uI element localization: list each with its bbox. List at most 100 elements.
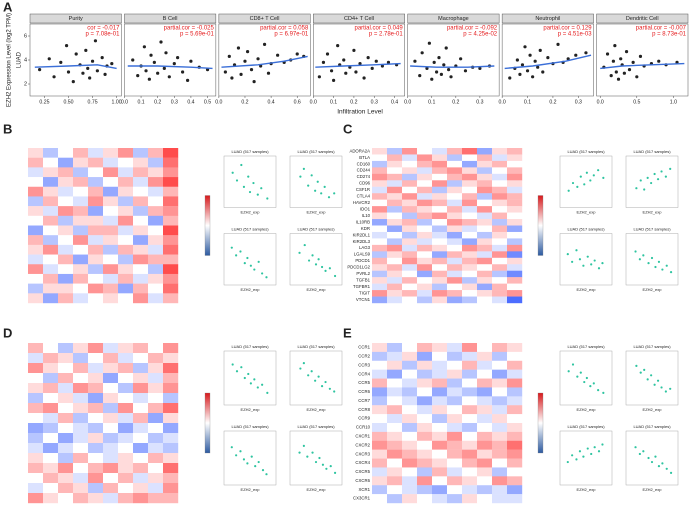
heat-cell [507, 387, 523, 397]
thumb-point [328, 387, 331, 390]
heat-cell [462, 180, 478, 187]
heat-cell [387, 431, 403, 441]
data-point [614, 70, 618, 74]
heat-cell [148, 383, 164, 394]
heat-cell [492, 154, 508, 162]
thumb-point [634, 250, 637, 253]
heat-cell [372, 405, 388, 415]
heat-cell [507, 251, 523, 258]
heat-cell [462, 264, 478, 271]
x-tick-label: 0.4 [391, 99, 398, 105]
heat-cell [118, 157, 134, 168]
thumb-point [257, 260, 260, 263]
thumb-title: LUAD (517 samples) [633, 344, 671, 349]
heat-cell [103, 235, 119, 246]
data-point [447, 68, 451, 72]
thumb-point [661, 462, 664, 465]
heat-cell [73, 283, 89, 294]
thumb-point [665, 467, 668, 470]
heat-cell [43, 483, 59, 494]
heat-cell [28, 235, 44, 246]
heat-cell [432, 206, 448, 213]
heat-cell [88, 413, 104, 424]
heat-cell [43, 453, 59, 464]
panel-label: A [3, 0, 13, 14]
heat-cell [133, 463, 149, 474]
heat-cell [477, 160, 493, 168]
heat-cell [148, 463, 164, 474]
thumb-point [320, 385, 324, 388]
thumb-x-label: EZH2_exp [577, 487, 597, 492]
heat-cell [492, 160, 508, 168]
data-point [413, 59, 417, 63]
heat-cell [402, 405, 418, 415]
heat-cell [432, 431, 448, 441]
data-point [243, 59, 247, 63]
heat-cell [372, 360, 388, 370]
heat-cell [417, 154, 433, 162]
heat-cell [148, 403, 164, 414]
heat-cell [417, 251, 433, 258]
thumb-point [656, 178, 660, 181]
heat-cell [372, 449, 388, 459]
data-point [230, 76, 234, 80]
heat-cell [507, 283, 523, 291]
heat-cell [387, 476, 403, 486]
heat-cell [148, 363, 164, 374]
x-tick-label: 0.5 [204, 99, 211, 105]
heat-cell [43, 383, 59, 394]
thumb-point [635, 364, 638, 367]
heat-cell [417, 476, 433, 486]
row-label: VTCN1 [356, 297, 371, 302]
thumb-point [642, 254, 645, 257]
data-point [420, 51, 424, 55]
thumb-point [248, 190, 252, 194]
row-label: CXCR6 [355, 478, 370, 483]
row-label: IL10 [362, 213, 371, 218]
heat-cell [73, 483, 89, 494]
thumb-point [302, 362, 305, 365]
heat-cell [507, 206, 523, 213]
thumb-point [592, 174, 595, 177]
thumb-point [247, 372, 250, 376]
thumb-point [311, 451, 314, 454]
heat-cell [387, 343, 403, 353]
thumb-point [597, 169, 600, 172]
heat-cell [372, 494, 388, 504]
thumb-point [642, 450, 645, 453]
heat-cell [417, 458, 433, 468]
heat-cell [417, 405, 433, 415]
heat-cell [88, 393, 104, 404]
data-point [627, 68, 632, 72]
thumb-point [643, 188, 646, 191]
heat-cell [387, 257, 403, 265]
heat-cell [103, 215, 119, 226]
row-label: PVRL2 [356, 271, 370, 276]
heat-cell [148, 283, 164, 294]
heat-cell [447, 264, 463, 271]
heat-cell [492, 173, 508, 181]
heat-cell [402, 467, 418, 477]
heat-cell [477, 360, 493, 370]
heat-cell [492, 167, 508, 175]
x-tick-label: 0.1 [428, 99, 435, 105]
heat-cell [447, 387, 463, 397]
data-point [189, 59, 193, 63]
heat-cell [447, 206, 463, 213]
heat-cell [387, 212, 403, 220]
stat-cor: cor = -0.017 [87, 26, 120, 32]
heat-cell [447, 173, 463, 181]
heat-cell [477, 154, 493, 162]
heat-cell [58, 473, 74, 484]
heat-cell [163, 473, 179, 484]
facet-frame [313, 23, 405, 97]
heat-cell [432, 225, 448, 233]
heat-cell [43, 433, 59, 444]
facet-title: Dendritic Cell [626, 16, 659, 22]
heat-cell [43, 403, 59, 414]
data-point [533, 59, 537, 63]
row-label: PDCD1 [355, 258, 370, 263]
heat-cell [432, 167, 448, 175]
heat-cell [402, 270, 418, 278]
heat-cell [477, 206, 493, 213]
